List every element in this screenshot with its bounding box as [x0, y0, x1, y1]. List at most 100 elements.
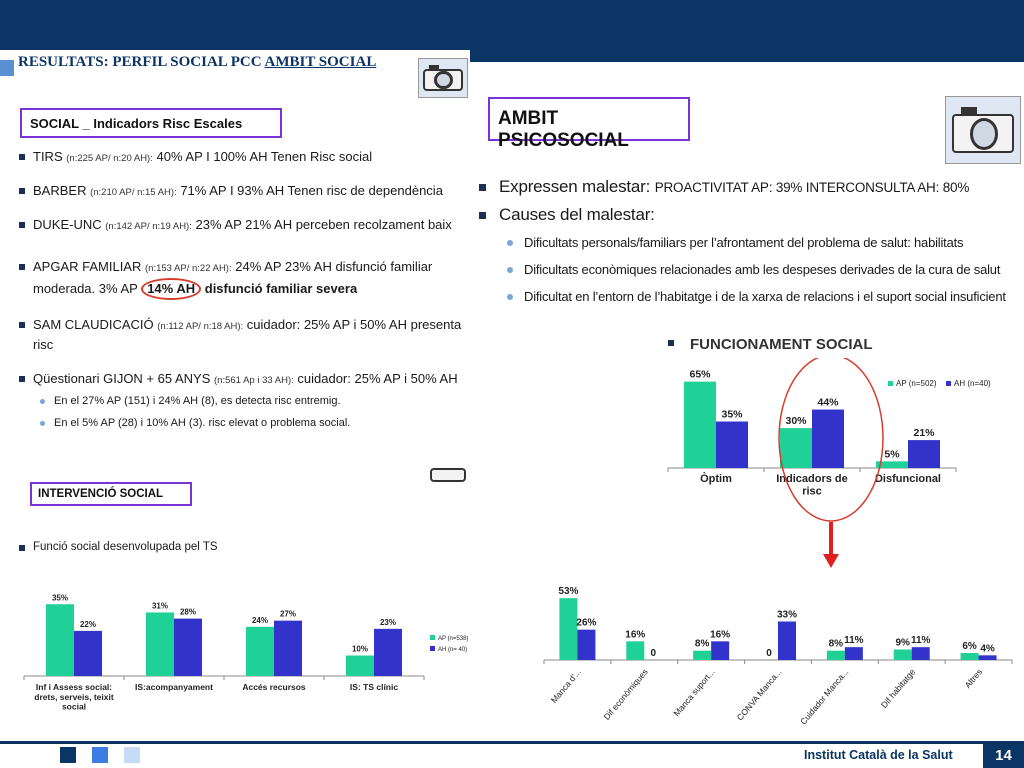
category-label: Òptim	[700, 472, 732, 485]
data-label: 8%	[829, 639, 844, 650]
category-label: Altres	[962, 667, 984, 690]
data-label: 9%	[895, 638, 910, 649]
cause-item: Dificultats econòmiques relacionades amb…	[477, 261, 1024, 279]
bar	[684, 381, 716, 468]
bullet-apgar: APGAR FAMILIAR (n:153 AP/ n:22 AH): 24% …	[18, 258, 470, 300]
data-label: 0	[651, 648, 657, 659]
data-label: 11%	[911, 635, 931, 646]
bar	[716, 421, 748, 468]
ambit-psicosocial-label: AMBIT PSICOSOCIAL	[498, 108, 629, 151]
footer-square	[60, 747, 76, 763]
category-label: Inf i Assess social:	[36, 682, 112, 692]
legend-swatch	[946, 381, 951, 386]
data-label: 30%	[785, 415, 807, 427]
bar	[559, 598, 578, 660]
data-label: 65%	[689, 369, 711, 381]
data-label: 21%	[913, 427, 935, 439]
bar	[893, 649, 912, 660]
legend-swatch	[888, 381, 893, 386]
bar	[978, 655, 997, 660]
category-label: CONVA Manca...	[735, 667, 784, 723]
footer-square	[124, 747, 140, 763]
legend-entry: AH (n= 40)	[438, 647, 467, 653]
bar	[780, 428, 812, 468]
category-label: Cuidador Manca...	[798, 667, 850, 727]
bar	[693, 650, 712, 660]
legend-entry: AP (n=538)	[438, 636, 468, 642]
data-label: 53%	[558, 586, 578, 597]
data-label: 27%	[280, 610, 296, 619]
bullet-gijon: Qüestionari GIJON + 65 ANYS (n:561 Ap i …	[18, 370, 470, 390]
slide-title-prefix: RESULTATS: PERFIL SOCIAL PCC	[18, 54, 262, 70]
bar	[778, 621, 796, 660]
bullet-expressen: Expressen malestar: PROACTIVITAT AP: 39%…	[477, 176, 1024, 199]
arrow-head	[823, 554, 839, 568]
data-label: 35%	[52, 593, 68, 602]
ambit-psicosocial-box: AMBIT PSICOSOCIAL	[488, 97, 690, 151]
chart-funcio-social: 35% 22% Inf i Assess social:drets, serveis…	[23, 593, 468, 712]
data-label: 10%	[352, 645, 368, 654]
category-label: Disfuncional	[875, 473, 941, 485]
bar	[826, 650, 845, 660]
category-label: drets, serveis, teixit	[34, 692, 114, 702]
data-label: 16%	[710, 629, 730, 640]
bar	[711, 641, 730, 660]
data-label: 31%	[152, 601, 168, 610]
highlight-circle: 14% AH	[141, 278, 202, 300]
bar	[626, 641, 645, 660]
sub-bullet: En el 5% AP (28) i 10% AH (3). risc elev…	[18, 415, 470, 432]
bullet-tirs: TIRS (n:225 AP/ n:20 AH): 40% AP I 100% …	[18, 148, 470, 168]
category-label: IS: TS clínic	[350, 682, 398, 692]
data-label: 33%	[777, 610, 797, 621]
bar	[876, 461, 908, 468]
bar	[908, 440, 940, 468]
arrow-shaft	[829, 522, 833, 556]
category-label: social	[62, 702, 86, 712]
bar	[274, 620, 302, 676]
bar	[174, 618, 202, 676]
bullet-causes: Causes del malestar:	[477, 204, 1024, 226]
category-label: Dif econòmiques	[601, 667, 649, 722]
slide-title: RESULTATS: PERFIL SOCIAL PCC AMBIT SOCIA…	[18, 54, 376, 71]
sub-bullet: En el 27% AP (151) i 24% AH (8), es dete…	[18, 393, 470, 410]
legend-entry: AH (n=40)	[954, 379, 991, 388]
title-strip	[0, 50, 470, 82]
slide-title-underlined: AMBIT SOCIAL	[264, 54, 377, 70]
left-bullet-list: TIRS (n:225 AP/ n:20 AH): 40% AP I 100% …	[18, 148, 470, 432]
data-label: 28%	[180, 608, 196, 617]
data-label: 8%	[695, 639, 710, 650]
bar	[74, 630, 102, 676]
camera-icon	[418, 58, 468, 98]
social-indicators-label: SOCIAL _ Indicadors Risc Escales	[30, 116, 243, 131]
bullet-duke-unc: DUKE-UNC (n:142 AP/ n:19 AH): 23% AP 21%…	[18, 216, 470, 236]
category-label: Manca suport...	[671, 667, 716, 718]
category-label: IS:acompanyament	[135, 682, 213, 692]
data-label: 22%	[80, 620, 96, 629]
data-label: 0	[766, 648, 772, 659]
cause-item: Dificultat en l’entorn de l’habitatge i …	[477, 288, 1024, 306]
page-number: 14	[983, 744, 1024, 768]
category-label: risc	[802, 486, 822, 498]
bar	[146, 612, 174, 676]
legend-entry: AP (n=502)	[896, 379, 937, 388]
category-label: Manca d'...	[549, 667, 583, 705]
intervencio-social-label: INTERVENCIÓ SOCIAL	[38, 488, 164, 500]
right-bullet-list: Expressen malestar: PROACTIVITAT AP: 39%…	[477, 176, 1024, 315]
bar	[374, 628, 402, 676]
camera-icon	[426, 468, 470, 482]
category-label: Indicadors de	[776, 473, 848, 485]
data-label: 24%	[252, 616, 268, 625]
data-label: 16%	[625, 629, 645, 640]
cause-item: Dificultats personals/familiars per l’af…	[477, 234, 1024, 252]
intervencio-social-box: INTERVENCIÓ SOCIAL	[30, 482, 192, 506]
arrow-down-icon	[823, 522, 839, 568]
bullet-sam: SAM CLAUDICACIÓ (n:112 AP/ n:18 AH): cui…	[18, 316, 470, 354]
bar	[812, 409, 844, 468]
bar	[46, 604, 74, 676]
data-label: 35%	[721, 409, 743, 421]
bar	[844, 647, 863, 660]
bar	[911, 647, 930, 660]
bullet-barber: BARBER (n:210 AP/ n:15 AH): 71% AP I 93%…	[18, 182, 470, 202]
legend-swatch	[430, 635, 435, 640]
